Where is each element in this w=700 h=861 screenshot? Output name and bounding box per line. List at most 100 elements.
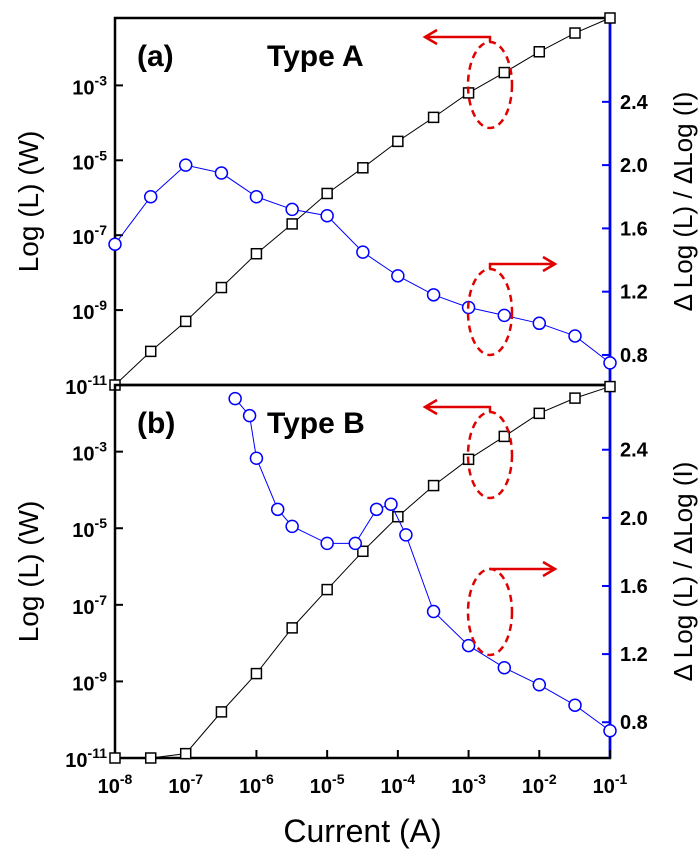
x-tick-label: 10-1 [593, 771, 628, 798]
x-tick-label: 10-2 [522, 771, 557, 798]
data-point [249, 451, 264, 465]
data-point [285, 202, 299, 217]
data-point [356, 245, 370, 259]
x-tick-label: 10-7 [168, 771, 203, 798]
x-tick-label: 10-6 [239, 771, 274, 798]
y-tick-label: 10-7 [72, 592, 107, 619]
data-point [604, 380, 616, 393]
y-axis-label: Log (L) (W) [13, 131, 44, 273]
annotation-arrows [422, 28, 558, 657]
y2-axis-label: Δ Log (L) / ΔLog (I) [668, 462, 698, 682]
data-point [497, 660, 512, 675]
data-point [392, 135, 404, 148]
data-point [497, 308, 512, 323]
data-point [348, 536, 363, 551]
data-point [249, 190, 264, 204]
data-point [384, 497, 398, 511]
data-point [270, 502, 285, 517]
data-point [569, 27, 581, 39]
y-tick-label: 10-5 [72, 515, 107, 542]
data-point [426, 604, 441, 619]
data-point [108, 237, 122, 251]
x-tick-label: 10-3 [451, 771, 486, 798]
series-line [115, 386, 611, 759]
series-line [114, 17, 611, 386]
y-tick-label: 10-11 [65, 745, 107, 772]
data-point [604, 12, 616, 24]
data-point [179, 747, 192, 760]
data-point [179, 315, 192, 328]
x-axis-label: Current (A) [283, 813, 441, 849]
data-point [399, 528, 413, 542]
data-point [392, 510, 404, 523]
y-tick-label: 10-7 [72, 222, 107, 249]
data-point [320, 208, 334, 223]
data-point [215, 281, 228, 294]
series-line [234, 398, 611, 732]
x-tick-label: 10-5 [310, 771, 345, 798]
data-point [532, 678, 547, 692]
data-point [144, 752, 157, 764]
y-tick-label: 10-9 [72, 668, 107, 695]
y2-tick-label: 2.0 [620, 508, 648, 530]
data-point [109, 752, 121, 764]
data-point [533, 46, 546, 58]
x-tick-label: 10-4 [381, 771, 416, 798]
y2-tick-label: 1.6 [620, 576, 648, 598]
data-point [144, 345, 157, 358]
data-point [568, 698, 582, 712]
y2-tick-label: 0.8 [620, 345, 648, 367]
data-point [357, 545, 369, 558]
data-point [498, 430, 511, 443]
data-point [498, 66, 511, 79]
data-point [178, 158, 193, 172]
data-point [568, 329, 582, 343]
data-point [214, 166, 229, 180]
y-axis-label: Log (L) (W) [13, 501, 44, 643]
data-point [215, 706, 228, 718]
plot-frame [113, 16, 612, 387]
data-point [228, 391, 242, 406]
y2-tick-label: 2.0 [620, 155, 648, 177]
y-tick-label: 10-3 [72, 72, 107, 99]
data-point [427, 479, 440, 492]
annotation: Type B [267, 407, 365, 440]
y-tick-label: 10-5 [72, 147, 107, 174]
data-point [321, 583, 333, 596]
x-tick-label: 10-8 [98, 771, 133, 798]
data-point [143, 190, 158, 204]
y2-tick-label: 2.4 [620, 92, 649, 114]
y2-axis-label: Δ Log (L) / ΔLog (I) [668, 92, 698, 312]
data-point [426, 288, 441, 302]
y-tick-label: 10-11 [65, 372, 107, 399]
y2-tick-label: 2.4 [620, 440, 649, 462]
annotation: Type A [267, 40, 364, 73]
data-point [321, 187, 333, 200]
data-point [320, 536, 334, 551]
data-point [391, 269, 405, 283]
data-point [603, 356, 617, 370]
y2-tick-label: 1.6 [620, 218, 648, 240]
data-point [603, 723, 617, 738]
data-point [286, 218, 298, 230]
data-point [461, 638, 476, 653]
data-point [285, 519, 299, 534]
data-point [242, 408, 257, 423]
panel-label: (b) [137, 407, 175, 440]
y2-tick-label: 0.8 [620, 712, 648, 734]
data-point [369, 502, 384, 517]
y-tick-label: 10-9 [72, 297, 107, 324]
data-point [533, 407, 546, 420]
y2-tick-label: 1.2 [620, 644, 648, 666]
data-point [569, 392, 581, 404]
plot-frame [113, 383, 612, 760]
data-point [286, 622, 298, 634]
data-point [427, 111, 440, 124]
data-point [250, 667, 263, 680]
data-point [532, 316, 547, 331]
data-point [250, 247, 263, 260]
y2-tick-label: 1.2 [620, 282, 648, 304]
y-tick-label: 10-3 [72, 439, 107, 466]
data-point [357, 162, 369, 174]
